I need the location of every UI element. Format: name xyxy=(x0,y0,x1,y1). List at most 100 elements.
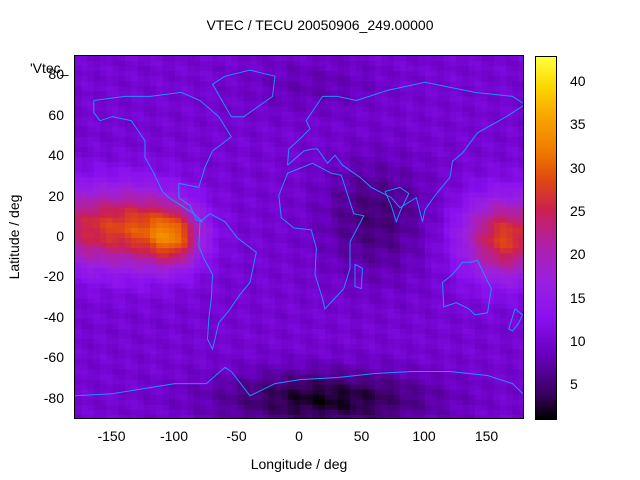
heatmap-cell xyxy=(250,399,257,406)
heatmap-cell xyxy=(193,374,201,381)
heatmap-cell xyxy=(468,81,476,87)
heatmap-cell xyxy=(381,232,389,239)
heatmap-cell xyxy=(212,374,220,381)
heatmap-cell xyxy=(418,339,426,345)
heatmap-cell xyxy=(225,238,232,244)
heatmap-cell xyxy=(375,187,382,194)
heatmap-cell xyxy=(500,293,507,300)
heatmap-cell xyxy=(412,111,420,118)
heatmap-cell xyxy=(312,96,320,103)
heatmap-cell xyxy=(356,217,364,224)
heatmap-cell xyxy=(393,71,401,77)
heatmap-cell xyxy=(268,369,276,376)
heatmap-cell xyxy=(481,369,489,376)
heatmap-cell xyxy=(206,258,214,264)
heatmap-cell xyxy=(518,131,523,138)
heatmap-cell xyxy=(256,61,264,67)
heatmap-cell xyxy=(87,263,95,269)
heatmap-cell xyxy=(343,298,351,305)
heatmap-cell xyxy=(500,86,507,92)
heatmap-cell xyxy=(225,318,232,325)
heatmap-cell xyxy=(281,273,289,280)
heatmap-cell xyxy=(150,141,157,148)
heatmap-cell xyxy=(481,121,489,128)
heatmap-cell xyxy=(318,147,326,153)
heatmap-cell xyxy=(206,192,214,199)
heatmap-cell xyxy=(500,212,507,219)
heatmap-cell xyxy=(131,71,139,77)
heatmap-cell xyxy=(175,172,182,178)
heatmap-cell xyxy=(425,121,432,128)
heatmap-cell xyxy=(343,268,351,274)
heatmap-cell xyxy=(406,384,414,391)
heatmap-cell xyxy=(243,323,251,330)
heatmap-cell xyxy=(362,227,370,234)
heatmap-cell xyxy=(306,61,314,67)
heatmap-cell xyxy=(100,162,107,168)
heatmap-cell xyxy=(425,212,432,219)
heatmap-cell xyxy=(156,293,164,300)
heatmap-cell xyxy=(150,121,157,128)
heatmap-cell xyxy=(356,121,364,128)
heatmap-cell xyxy=(250,222,257,229)
heatmap-cell xyxy=(268,263,276,269)
heatmap-cell xyxy=(500,399,507,406)
heatmap-cell xyxy=(456,293,464,300)
heatmap-cell xyxy=(81,126,89,133)
heatmap-cell xyxy=(268,56,276,62)
heatmap-cell xyxy=(350,278,357,285)
heatmap-cell xyxy=(200,389,207,396)
heatmap-cell xyxy=(150,349,157,355)
heatmap-cell xyxy=(112,147,120,153)
heatmap-cell xyxy=(381,71,389,77)
heatmap-cell xyxy=(506,66,514,72)
heatmap-cell xyxy=(481,147,489,153)
heatmap-cell xyxy=(137,379,145,386)
heatmap-cell xyxy=(243,116,251,123)
heatmap-cell xyxy=(75,177,82,183)
heatmap-cell xyxy=(293,288,301,295)
heatmap-cell xyxy=(218,232,226,239)
heatmap-cell xyxy=(256,111,264,118)
heatmap-cell xyxy=(312,334,320,340)
heatmap-cell xyxy=(468,217,476,224)
heatmap-cell xyxy=(143,344,151,350)
heatmap-cell xyxy=(306,162,314,168)
heatmap-cell xyxy=(256,384,264,391)
heatmap-cell xyxy=(337,278,345,285)
heatmap-cell xyxy=(200,308,207,315)
heatmap-cell xyxy=(306,263,314,269)
heatmap-cell xyxy=(275,364,282,371)
heatmap-cell xyxy=(393,263,401,269)
heatmap-cell xyxy=(200,243,207,249)
heatmap-cell xyxy=(500,278,507,285)
heatmap-cell xyxy=(81,238,89,244)
heatmap-cell xyxy=(343,172,351,178)
heatmap-cell xyxy=(262,81,270,87)
heatmap-cell xyxy=(400,253,407,259)
heatmap-cell xyxy=(75,354,82,360)
heatmap-cell xyxy=(312,187,320,194)
heatmap-cell xyxy=(406,111,414,118)
heatmap-cell xyxy=(106,268,114,274)
heatmap-cell xyxy=(475,141,482,148)
heatmap-cell xyxy=(431,278,439,285)
heatmap-cell xyxy=(300,349,307,355)
heatmap-cell xyxy=(518,116,523,123)
heatmap-cell xyxy=(406,172,414,178)
heatmap-cell xyxy=(212,273,220,280)
heatmap-cell xyxy=(193,253,201,259)
heatmap-cell xyxy=(168,258,176,264)
heatmap-cell xyxy=(475,116,482,123)
heatmap-cell xyxy=(93,278,101,285)
heatmap-cell xyxy=(356,187,364,194)
heatmap-cell xyxy=(250,56,257,62)
heatmap-cell xyxy=(143,339,151,345)
heatmap-cell xyxy=(118,334,126,340)
heatmap-cell xyxy=(118,222,126,229)
heatmap-cell xyxy=(106,71,114,77)
heatmap-cell xyxy=(287,217,295,224)
heatmap-cell xyxy=(150,354,157,360)
heatmap-cell xyxy=(143,187,151,194)
heatmap-cell xyxy=(437,263,445,269)
